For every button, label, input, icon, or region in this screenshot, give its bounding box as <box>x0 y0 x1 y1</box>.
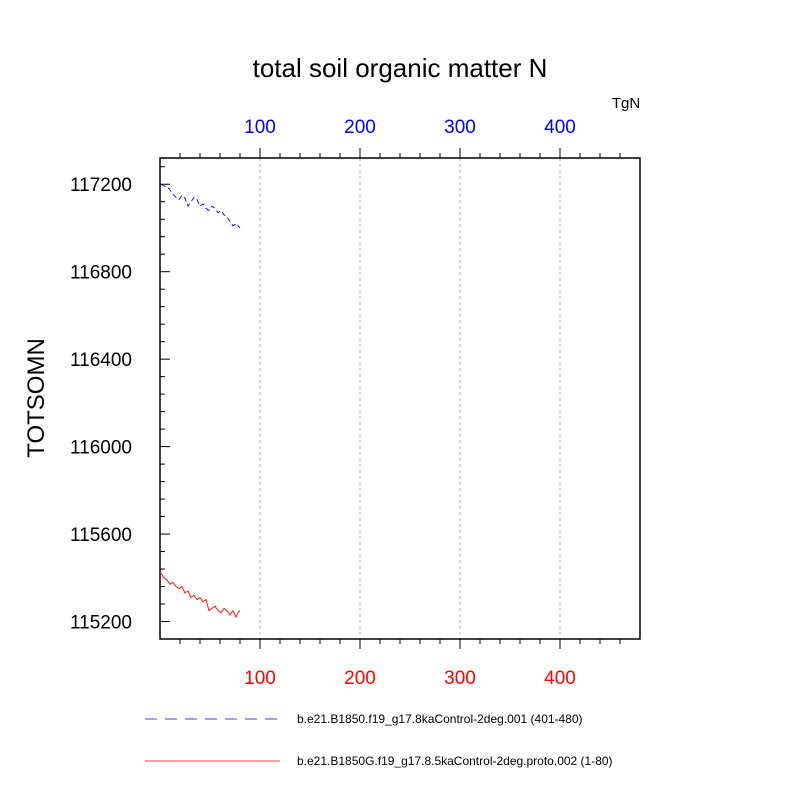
x-bottom-tick-label: 400 <box>544 668 576 689</box>
x-top-tick-label: 100 <box>244 117 276 138</box>
legend-label-red: b.e21.B1850G.f19_g17.8.5kaControl-2deg.p… <box>297 754 613 768</box>
legend-label-blue: b.e21.B1850.f19_g17.8kaControl-2deg.001 … <box>297 712 583 726</box>
x-top-tick-label: 400 <box>544 117 576 138</box>
y-tick-label: 115200 <box>70 613 132 634</box>
units-label: TgN <box>612 95 640 112</box>
plot-frame <box>159 157 641 640</box>
chart-title: total soil organic matter N <box>253 53 548 83</box>
y-tick-label: 116000 <box>70 438 132 459</box>
x-bottom-tick-label: 100 <box>244 668 276 689</box>
y-axis-label: TOTSOMN <box>23 338 50 458</box>
y-tick-label: 116800 <box>70 263 132 284</box>
y-tick-label: 116400 <box>70 350 132 371</box>
grid-lines <box>259 158 561 639</box>
x-bottom-tick-label: 300 <box>444 668 476 689</box>
series-line-red <box>160 573 241 619</box>
y-tick-label: 117200 <box>70 175 132 196</box>
axis-ticks <box>160 148 621 649</box>
x-bottom-tick-label: 200 <box>344 668 376 689</box>
series-line-blue <box>160 183 241 229</box>
tick-labels: 115200 115600 116000 116400 116800 117200 100 2… <box>70 117 576 689</box>
y-tick-label: 115600 <box>70 525 132 546</box>
x-top-tick-label: 200 <box>344 117 376 138</box>
series-layer <box>160 183 241 619</box>
legend: b.e21.B1850.f19_g17.8kaControl-2deg.001 … <box>145 712 613 768</box>
x-top-tick-label: 300 <box>444 117 476 138</box>
